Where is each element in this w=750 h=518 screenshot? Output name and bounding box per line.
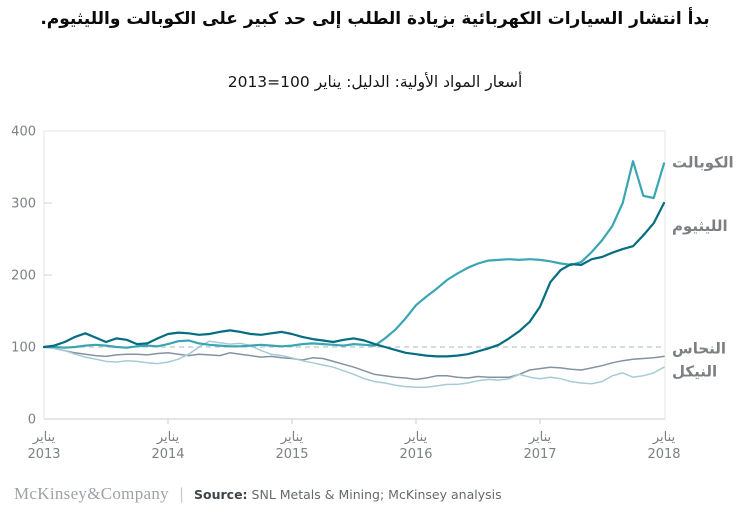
mckinsey-wordmark: McKinsey&Company bbox=[14, 484, 169, 503]
plot-border bbox=[43, 130, 666, 420]
y-tick-label: 200 bbox=[11, 269, 36, 284]
x-tick-month-label: يناير bbox=[528, 430, 552, 445]
y-tick-label: 400 bbox=[11, 125, 36, 140]
x-tick-year-label: 2016 bbox=[399, 447, 432, 462]
x-tick-month-label: يناير bbox=[652, 430, 676, 445]
copper-series-label: النحاس bbox=[672, 339, 726, 357]
y-tick-label: 300 bbox=[11, 197, 36, 212]
x-tick-month-label: يناير bbox=[404, 430, 428, 445]
source-label: Source: bbox=[194, 487, 248, 502]
x-tick-year-label: 2017 bbox=[523, 447, 556, 462]
x-tick-year-label: 2015 bbox=[275, 447, 308, 462]
lithium-line bbox=[42, 201, 666, 358]
y-tick-label: 100 bbox=[11, 341, 36, 356]
copper-line bbox=[43, 346, 665, 381]
x-tick-year-label: 2018 bbox=[647, 447, 680, 462]
x-tick-month-label: يناير bbox=[280, 430, 304, 445]
nickel-line bbox=[43, 340, 665, 389]
lithium-series-label: الليثيوم bbox=[672, 217, 728, 235]
chart-subtitle: أسعار المواد الأولية: الدليل: يناير 100=… bbox=[227, 73, 523, 91]
x-tick-year-label: 2014 bbox=[151, 447, 184, 462]
footer: McKinsey&Company | Source: SNL Metals & … bbox=[14, 484, 502, 504]
source-line: Source: SNL Metals & Mining; McKinsey an… bbox=[194, 487, 502, 502]
footer-separator: | bbox=[178, 485, 185, 503]
price-index-line-chart: 400 300 200 100 0 يناير 2013 يناير 2014 يناير 2015… bbox=[11, 125, 734, 463]
cobalt-series-label: الكوبالت bbox=[672, 154, 734, 172]
cobalt-line bbox=[42, 160, 666, 349]
source-text: SNL Metals & Mining; McKinsey analysis bbox=[247, 487, 502, 502]
exhibit-title: بدأ انتشار السيارات الكهربائية بزيادة ال… bbox=[40, 9, 710, 29]
x-tick-month-label: يناير bbox=[32, 430, 56, 445]
y-tick-label: 0 bbox=[28, 413, 36, 428]
x-tick-month-label: يناير bbox=[156, 430, 180, 445]
x-tick-year-label: 2013 bbox=[27, 447, 60, 462]
nickel-series-label: النيكل bbox=[672, 362, 717, 380]
